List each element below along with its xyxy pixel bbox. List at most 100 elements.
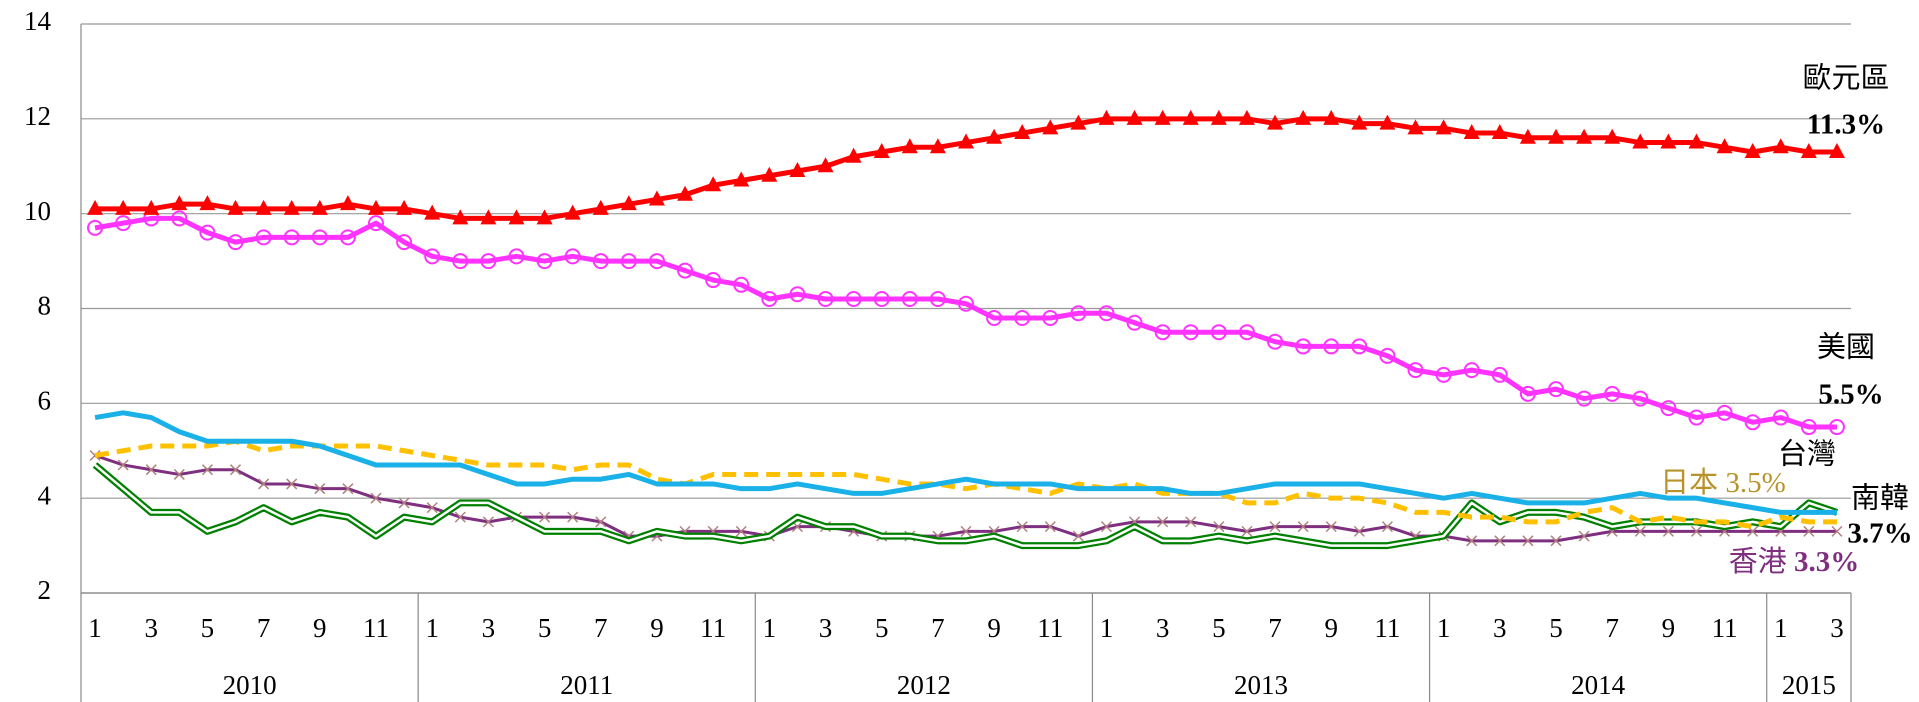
marker bbox=[1576, 390, 1593, 407]
y-tick-label: 6 bbox=[38, 386, 52, 416]
marker bbox=[1154, 324, 1171, 341]
marker bbox=[1098, 109, 1115, 125]
marker bbox=[1325, 521, 1337, 533]
marker bbox=[1072, 530, 1084, 542]
marker bbox=[1576, 128, 1593, 144]
series-name: 台灣 bbox=[1778, 438, 1836, 471]
marker bbox=[311, 229, 328, 246]
marker bbox=[1351, 338, 1368, 355]
series-line bbox=[94, 410, 1837, 515]
marker bbox=[845, 291, 862, 308]
marker bbox=[789, 161, 806, 177]
x-tick-label: 9 bbox=[1324, 613, 1338, 643]
series-name: 香港 bbox=[1729, 545, 1787, 578]
marker bbox=[1519, 385, 1536, 402]
marker bbox=[873, 291, 890, 308]
marker bbox=[1491, 366, 1508, 383]
marker bbox=[115, 199, 132, 215]
marker bbox=[564, 248, 581, 265]
x-tick-label: 11 bbox=[700, 613, 726, 643]
marker bbox=[648, 190, 665, 206]
marker bbox=[199, 224, 216, 241]
marker bbox=[1407, 362, 1424, 379]
x-tick-label: 11 bbox=[363, 613, 389, 643]
series-line bbox=[94, 438, 1837, 530]
x-tick-label: 1 bbox=[1774, 613, 1788, 643]
value-label: 5.5% bbox=[1818, 379, 1883, 411]
marker bbox=[1014, 124, 1031, 140]
marker bbox=[929, 138, 946, 154]
x-tick-label: 9 bbox=[650, 613, 664, 643]
marker bbox=[1407, 119, 1424, 135]
marker bbox=[1182, 109, 1199, 125]
marker bbox=[1831, 525, 1843, 537]
marker bbox=[1522, 535, 1534, 547]
marker bbox=[1267, 114, 1284, 130]
marker bbox=[958, 133, 974, 149]
marker bbox=[339, 229, 356, 246]
year-label: 2014 bbox=[1571, 670, 1626, 700]
marker bbox=[1772, 409, 1789, 426]
marker bbox=[339, 195, 356, 211]
series-label: 香港 3.3% bbox=[1729, 545, 1860, 578]
series-name: 美國 bbox=[1817, 331, 1875, 364]
marker bbox=[1042, 119, 1059, 135]
marker bbox=[1519, 128, 1536, 144]
marker bbox=[145, 464, 157, 476]
marker bbox=[227, 234, 244, 251]
marker bbox=[1463, 362, 1480, 379]
y-tick-label: 2 bbox=[38, 575, 52, 605]
marker bbox=[117, 459, 129, 471]
marker bbox=[1463, 124, 1480, 140]
y-tick-label: 10 bbox=[24, 196, 51, 226]
marker bbox=[1466, 535, 1478, 547]
marker bbox=[789, 286, 806, 303]
x-tick-label: 5 bbox=[201, 613, 215, 643]
marker bbox=[901, 291, 918, 308]
marker bbox=[1042, 309, 1059, 326]
marker bbox=[817, 291, 834, 308]
marker bbox=[1297, 521, 1309, 533]
marker bbox=[1660, 133, 1677, 149]
marker bbox=[480, 253, 497, 270]
marker bbox=[396, 234, 413, 251]
marker bbox=[705, 176, 722, 192]
x-tick-label: 1 bbox=[88, 613, 102, 643]
marker bbox=[1772, 138, 1789, 154]
x-tick-label: 7 bbox=[1605, 613, 1619, 643]
marker bbox=[1634, 525, 1646, 537]
marker bbox=[1182, 324, 1199, 341]
marker bbox=[1323, 338, 1340, 355]
marker bbox=[1267, 333, 1284, 350]
marker bbox=[171, 210, 188, 227]
marker bbox=[1578, 530, 1590, 542]
x-tick-label: 1 bbox=[763, 613, 777, 643]
x-tick-label: 7 bbox=[1268, 613, 1282, 643]
marker bbox=[229, 464, 242, 476]
value-label: 11.3% bbox=[1807, 109, 1885, 141]
marker bbox=[396, 199, 413, 215]
year-label: 2010 bbox=[223, 670, 277, 700]
marker bbox=[677, 262, 694, 279]
marker bbox=[592, 199, 609, 215]
marker bbox=[986, 128, 1003, 144]
marker bbox=[1744, 414, 1761, 431]
marker bbox=[1688, 409, 1705, 426]
marker bbox=[1323, 109, 1340, 125]
marker bbox=[452, 253, 469, 270]
marker bbox=[986, 309, 1003, 326]
marker bbox=[960, 525, 972, 537]
marker bbox=[1269, 521, 1281, 533]
marker bbox=[1379, 114, 1396, 130]
marker bbox=[1435, 119, 1452, 135]
marker bbox=[1014, 309, 1031, 326]
marker bbox=[227, 199, 244, 215]
marker bbox=[901, 138, 918, 154]
marker bbox=[1494, 535, 1506, 547]
marker bbox=[1100, 521, 1113, 533]
marker bbox=[536, 209, 553, 225]
x-tick-label: 3 bbox=[1156, 613, 1170, 643]
marker bbox=[567, 511, 579, 523]
